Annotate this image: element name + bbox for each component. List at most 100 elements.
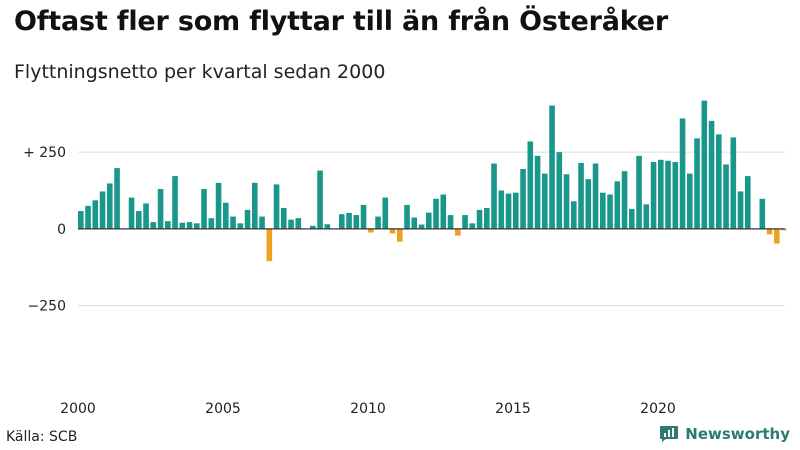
bar <box>491 163 497 229</box>
bar <box>237 223 244 229</box>
newsworthy-logo-icon <box>660 426 679 442</box>
bar <box>737 191 744 229</box>
x-tick-label: 2020 <box>640 401 676 417</box>
bar <box>629 208 635 229</box>
bar <box>520 169 526 229</box>
bar <box>230 216 236 229</box>
bar <box>701 100 708 229</box>
bar <box>759 198 766 229</box>
bar <box>223 202 229 229</box>
bar <box>368 228 374 233</box>
bar <box>745 176 751 229</box>
x-tick-label: 2010 <box>350 401 386 417</box>
bar <box>317 170 323 229</box>
bar <box>585 179 592 229</box>
bar <box>215 182 222 229</box>
y-tick-label: + 250 <box>23 145 66 161</box>
bar <box>426 212 432 229</box>
bar <box>476 209 483 229</box>
bar <box>498 190 505 229</box>
bar <box>85 205 91 229</box>
bar <box>433 198 439 229</box>
bar <box>78 211 84 229</box>
bar <box>346 212 352 229</box>
bar <box>484 208 490 229</box>
bar <box>672 161 679 229</box>
bar <box>201 188 207 229</box>
bar <box>658 159 664 229</box>
bar <box>643 204 650 229</box>
bar <box>128 197 135 229</box>
bar <box>339 214 345 229</box>
bar <box>375 216 381 229</box>
bar <box>650 161 657 229</box>
source-note: Källa: SCB <box>6 429 78 445</box>
bar <box>614 181 621 229</box>
bar <box>578 162 584 229</box>
bar <box>310 225 316 229</box>
bar <box>687 173 693 229</box>
bar <box>592 163 599 229</box>
bar <box>186 222 193 229</box>
bar <box>774 228 780 244</box>
y-tick-label: 0 <box>57 222 66 238</box>
bar <box>92 200 99 229</box>
bar <box>172 176 178 229</box>
bar-chart: + 250 0 −250 2000 2005 2010 2015 2020 <box>23 100 787 417</box>
bar <box>781 228 787 231</box>
bar <box>534 155 541 229</box>
bar <box>679 118 686 229</box>
bar <box>505 193 512 229</box>
bar <box>382 197 389 229</box>
bar <box>194 223 200 229</box>
x-tick-label: 2015 <box>495 401 531 417</box>
bar <box>571 201 577 229</box>
bar <box>723 164 729 229</box>
bar <box>549 105 555 229</box>
bar <box>404 204 410 229</box>
bar <box>694 138 700 229</box>
bar <box>179 222 186 229</box>
bar <box>563 174 570 229</box>
bar <box>600 192 606 229</box>
bar <box>99 191 106 229</box>
bar <box>389 228 396 234</box>
brand-logo: Newsworthy <box>659 425 790 443</box>
bar <box>143 203 149 229</box>
bar <box>447 215 454 229</box>
chart-title: Oftast fler som flyttar till än från Öst… <box>14 6 668 37</box>
bar <box>665 160 671 229</box>
x-tick-label: 2005 <box>205 401 241 417</box>
bar <box>165 221 171 229</box>
bar <box>556 152 563 229</box>
bar <box>259 216 265 229</box>
bar <box>716 134 722 229</box>
bar <box>397 228 403 242</box>
bar <box>208 218 215 229</box>
bar <box>607 194 613 229</box>
bar <box>418 224 425 229</box>
bar <box>636 155 642 229</box>
axes: + 250 0 −250 2000 2005 2010 2015 2020 <box>23 145 785 417</box>
bar <box>114 168 120 229</box>
bar <box>107 183 113 229</box>
bar <box>266 228 273 262</box>
bar <box>273 184 280 229</box>
bars <box>78 100 787 262</box>
bar <box>440 194 447 229</box>
bar <box>244 209 251 229</box>
grid-lines <box>78 151 785 307</box>
chart-subtitle: Flyttningsnetto per kvartal sedan 2000 <box>14 61 386 83</box>
bar <box>708 120 715 229</box>
bar <box>411 217 418 229</box>
bar <box>527 141 534 229</box>
bar <box>157 188 164 229</box>
bar <box>136 211 142 229</box>
y-tick-label: −250 <box>28 299 66 315</box>
bar <box>455 228 461 236</box>
bar <box>288 219 294 229</box>
bar <box>621 171 628 229</box>
bar <box>462 215 468 229</box>
bar <box>295 218 302 229</box>
bar <box>542 173 548 229</box>
